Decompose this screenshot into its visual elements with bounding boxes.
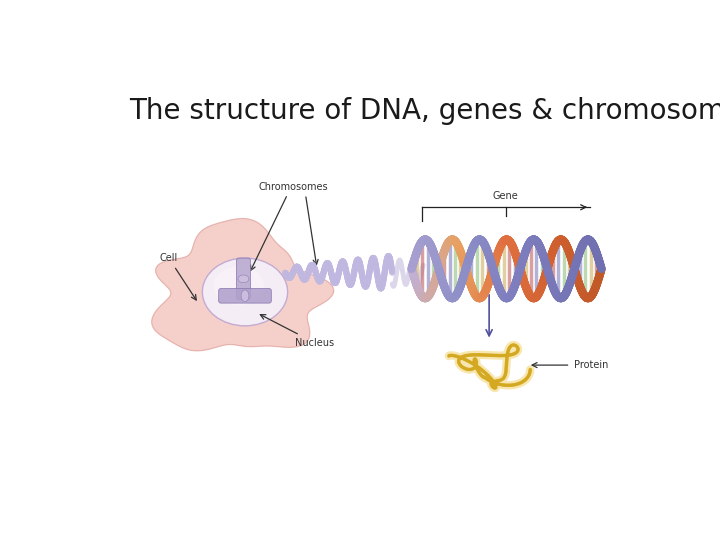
Text: Chromosomes: Chromosomes <box>258 182 328 192</box>
FancyBboxPatch shape <box>236 258 251 300</box>
Ellipse shape <box>202 258 287 326</box>
Ellipse shape <box>238 275 249 283</box>
Ellipse shape <box>241 290 249 301</box>
Text: Nucleus: Nucleus <box>261 315 335 348</box>
Text: Protein: Protein <box>575 360 608 370</box>
Ellipse shape <box>214 267 264 305</box>
Polygon shape <box>152 219 333 351</box>
Text: Cell: Cell <box>160 253 197 300</box>
Text: Gene: Gene <box>493 191 518 201</box>
FancyBboxPatch shape <box>219 288 271 303</box>
Text: The structure of DNA, genes & chromosomes: The structure of DNA, genes & chromosome… <box>129 97 720 125</box>
